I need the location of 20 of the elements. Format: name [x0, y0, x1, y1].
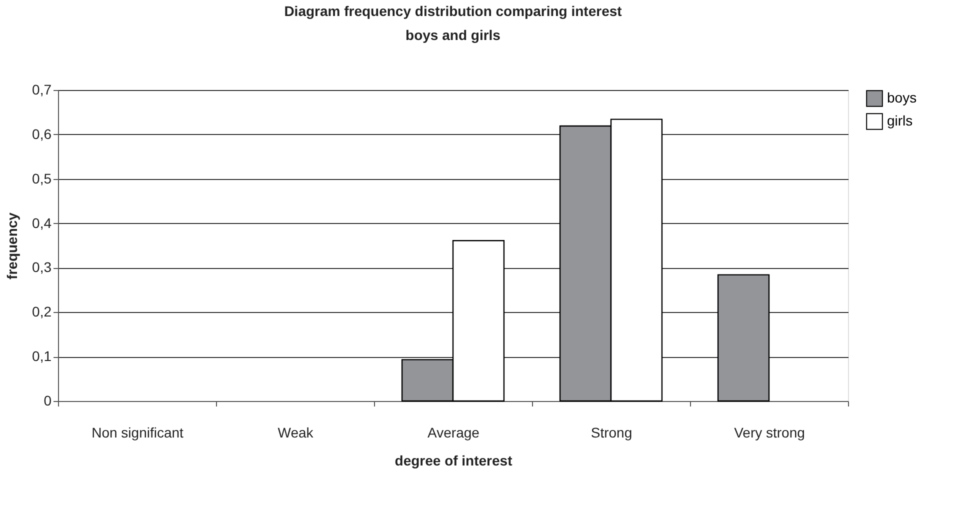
y-tick-label: 0,7: [32, 82, 52, 98]
x-tick-label: Strong: [590, 424, 632, 440]
x-tick-label: Average: [428, 424, 480, 440]
y-tick-label: 0,6: [32, 126, 52, 142]
chart-subtitle: boys and girls: [406, 27, 501, 43]
y-tick-label: 0,2: [32, 304, 52, 320]
x-tick-label: Weak: [278, 424, 314, 440]
y-tick-label: 0,4: [32, 214, 52, 231]
bar: [717, 274, 770, 402]
y-tick-label: 0,3: [32, 259, 52, 276]
x-tick-label: Very strong: [734, 424, 805, 440]
y-axis-title: frequency: [4, 212, 20, 280]
chart-title: Diagram frequency distribution comparing interest: [284, 3, 622, 19]
x-axis-title: degree of interest: [394, 452, 513, 468]
y-tick-label: 0,5: [32, 170, 52, 186]
legend-label: boys: [887, 90, 917, 106]
x-tick-label: Non significant: [92, 424, 184, 440]
y-tick-label: 0: [44, 392, 52, 408]
y-tick-label: 0,1: [32, 348, 52, 364]
legend-label: girls: [887, 112, 913, 128]
